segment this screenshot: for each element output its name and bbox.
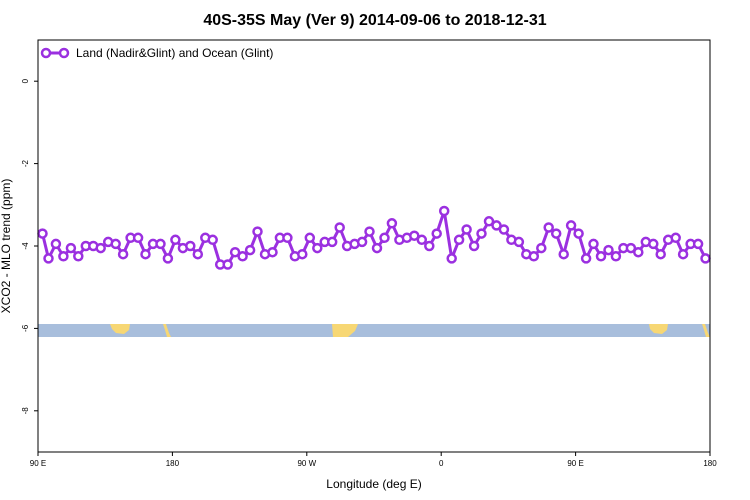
data-point	[573, 228, 584, 239]
x-tick-label: 180	[703, 459, 717, 468]
data-point	[312, 242, 323, 254]
data-point	[356, 236, 368, 248]
data-point	[267, 246, 278, 258]
y-tick-label: -6	[21, 324, 30, 332]
chart-title: 40S-35S May (Ver 9) 2014-09-06 to 2018-1…	[203, 12, 546, 29]
data-point	[229, 246, 241, 258]
y-axis-ticks: 0 -2 -4 -6 -8	[21, 78, 38, 414]
data-point	[207, 234, 218, 246]
y-tick-label: -2	[21, 159, 30, 167]
land-patch-south-america	[332, 324, 358, 337]
data-point	[453, 234, 465, 246]
data-point	[222, 259, 233, 270]
data-point	[73, 251, 84, 262]
data-point	[536, 242, 547, 254]
legend-marker-right	[58, 47, 70, 59]
data-point	[528, 251, 540, 262]
data-point	[58, 251, 69, 262]
data-point	[498, 224, 510, 235]
y-tick-label: 0	[21, 78, 30, 83]
y-axis-label: XCO2 - MLO trend (ppm)	[0, 179, 13, 314]
ocean-band	[38, 324, 710, 337]
data-point	[386, 218, 398, 229]
data-point	[513, 236, 525, 248]
data-layer	[37, 205, 711, 270]
data-point	[700, 253, 711, 264]
x-tick-label: 90 E	[567, 459, 583, 468]
data-point	[543, 222, 554, 233]
x-tick-label: 90 W	[297, 459, 316, 468]
data-point	[43, 253, 54, 264]
x-tick-label: 180	[166, 459, 180, 468]
y-tick-label: -8	[21, 407, 30, 415]
data-point	[170, 234, 181, 246]
x-tick-label: 0	[439, 459, 444, 468]
data-point	[431, 228, 442, 239]
surface-band	[38, 324, 710, 337]
data-point	[610, 251, 622, 262]
data-point	[237, 251, 248, 262]
data-point	[588, 238, 599, 250]
legend-label: Land (Nadir&Glint) and Ocean (Glint)	[76, 46, 273, 60]
land-patch-australia	[110, 324, 130, 334]
data-point	[50, 238, 62, 250]
data-point	[580, 253, 592, 264]
data-point	[364, 226, 375, 237]
data-point	[655, 248, 666, 260]
data-point	[244, 244, 256, 256]
data-point	[37, 228, 48, 239]
data-point	[692, 238, 704, 250]
x-axis-label: Longitude (deg E)	[326, 477, 421, 491]
data-point	[379, 232, 390, 244]
data-point	[132, 232, 144, 244]
x-tick-label: 90 E	[30, 459, 46, 468]
data-point	[282, 232, 293, 244]
data-point	[192, 248, 204, 260]
x-axis-ticks: 90 E 180 90 W 0 90 E 180	[30, 452, 717, 468]
data-point	[550, 228, 562, 239]
legend-marker-left	[40, 47, 52, 59]
data-point	[558, 248, 569, 260]
data-point	[326, 236, 338, 248]
data-point	[565, 220, 577, 231]
data-point	[110, 238, 121, 250]
data-point	[297, 248, 308, 260]
data-point	[476, 228, 487, 239]
legend: Land (Nadir&Glint) and Ocean (Glint)	[40, 46, 273, 60]
data-point	[491, 220, 502, 231]
data-point	[252, 226, 263, 237]
data-point	[446, 253, 457, 264]
data-point	[409, 230, 420, 241]
data-point	[438, 205, 450, 217]
data-point	[625, 242, 637, 254]
data-point	[117, 248, 129, 260]
data-point	[670, 232, 681, 244]
data-point	[648, 238, 659, 250]
data-point	[677, 248, 689, 260]
data-point	[483, 216, 495, 227]
data-point	[185, 240, 196, 252]
data-point	[603, 244, 614, 256]
data-point	[155, 238, 166, 250]
data-point	[595, 251, 607, 262]
data-point	[304, 232, 316, 244]
data-point	[140, 248, 151, 260]
data-point	[95, 242, 106, 254]
data-point	[416, 234, 428, 246]
land-patch-new-zealand-repeat	[702, 324, 710, 337]
data-point	[334, 222, 345, 233]
data-point	[468, 240, 480, 252]
data-point	[461, 224, 472, 235]
data-point	[633, 246, 644, 258]
data-point	[65, 242, 77, 254]
land-patch-australia-repeat	[649, 324, 668, 334]
data-point	[162, 253, 174, 264]
data-point	[371, 242, 383, 254]
data-point	[424, 240, 435, 252]
land-patch-new-zealand	[163, 324, 171, 337]
y-tick-label: -4	[21, 242, 30, 250]
